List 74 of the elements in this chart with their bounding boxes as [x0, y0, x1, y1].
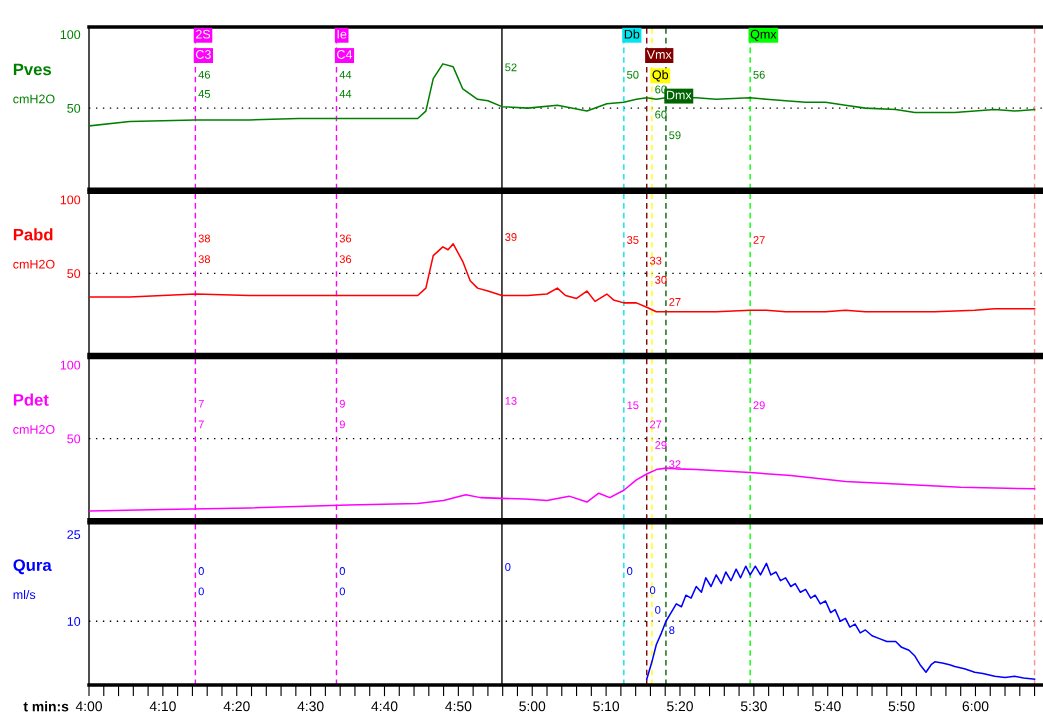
y-tick-label: 100	[60, 195, 81, 205]
annotation: 15	[627, 401, 639, 410]
ref-line-label: Qmx	[750, 29, 777, 41]
y-axis-title: cmH2O	[13, 425, 55, 434]
annotation: 60	[655, 110, 667, 119]
x-tick-label: 5:50	[888, 701, 915, 712]
x-tick-label: 4:00	[75, 701, 102, 712]
annotation: 30	[655, 275, 667, 284]
annotation: 0	[339, 567, 345, 575]
annotation: 0	[655, 605, 661, 614]
x-tick-label: 5:20	[667, 701, 693, 712]
x-tick-label: 5:30	[740, 701, 767, 712]
annotation: 0	[198, 587, 204, 596]
annotation: 38	[198, 255, 211, 264]
y-tick-label: 10	[67, 617, 81, 626]
ref-line-label: Db	[624, 29, 640, 39]
y-tick-label: 50	[67, 269, 81, 279]
annotation: 27	[650, 420, 662, 429]
annotation: 0	[627, 567, 633, 575]
ref-line-label: Qb	[652, 70, 669, 82]
text: Pabd	[13, 228, 53, 241]
x-tick-label: 4:20	[223, 701, 250, 712]
annotation: 39	[505, 233, 517, 241]
x-tick-label: 4:10	[149, 701, 176, 712]
annotation: 38	[198, 234, 211, 243]
x-tick-label: 5:00	[519, 701, 546, 712]
y-tick-label: 100	[60, 30, 81, 40]
x-tick-label: 4:30	[297, 701, 324, 712]
y-tick-label: 50	[67, 434, 81, 444]
annotation: 50	[627, 70, 639, 79]
ref-line-label: Ie C4	[337, 29, 353, 59]
x-tick-label: 5:40	[814, 701, 841, 712]
annotation: 56	[753, 70, 765, 79]
annotation: 0	[505, 563, 511, 571]
x-tick-label: 6:00	[962, 701, 989, 712]
annotation: 7	[198, 420, 204, 429]
annotation: 45	[198, 90, 211, 98]
annotation: 0	[198, 567, 204, 575]
annotation: 9	[339, 420, 345, 429]
annotation: 9	[339, 399, 345, 408]
text: Pdet	[13, 393, 49, 406]
annotation: 8	[669, 626, 675, 635]
annotation: 32	[669, 460, 681, 469]
annotation: 59	[669, 131, 681, 140]
annotation: 36	[339, 255, 352, 264]
annotation: 52	[505, 63, 517, 72]
annotation: 33	[649, 256, 662, 265]
annotation: 27	[669, 297, 681, 306]
x-tick-label: 4:40	[371, 701, 398, 712]
ref-line-label: Vmx	[646, 50, 672, 59]
y-axis-title: ml/s	[13, 589, 36, 600]
annotation: 13	[505, 396, 517, 405]
x-tick-label: 5:10	[593, 701, 620, 712]
annotation: 36	[339, 234, 352, 243]
annotation: 35	[627, 236, 639, 244]
x-tick-label: 4:50	[445, 701, 472, 712]
annotation: 0	[649, 586, 656, 595]
y-axis-title: cmH2O	[13, 259, 55, 269]
ref-line-label: 2S C3	[196, 29, 211, 59]
y-tick-label: 50	[67, 103, 81, 113]
annotation: 0	[339, 587, 345, 596]
annotation: 44	[339, 70, 352, 79]
text: Pves	[13, 63, 51, 76]
annotation: 27	[753, 236, 765, 244]
y-tick-label: 25	[67, 530, 81, 539]
annotation: 7	[198, 399, 204, 408]
x-axis-title: t min:s	[23, 701, 69, 712]
text: Qura	[13, 559, 52, 575]
y-tick-label: 100	[60, 360, 81, 370]
annotation: 29	[753, 401, 765, 410]
annotation: 29	[655, 441, 667, 449]
annotation: 46	[198, 70, 211, 79]
y-axis-title: cmH2O	[13, 94, 55, 104]
annotation: 44	[339, 90, 352, 98]
